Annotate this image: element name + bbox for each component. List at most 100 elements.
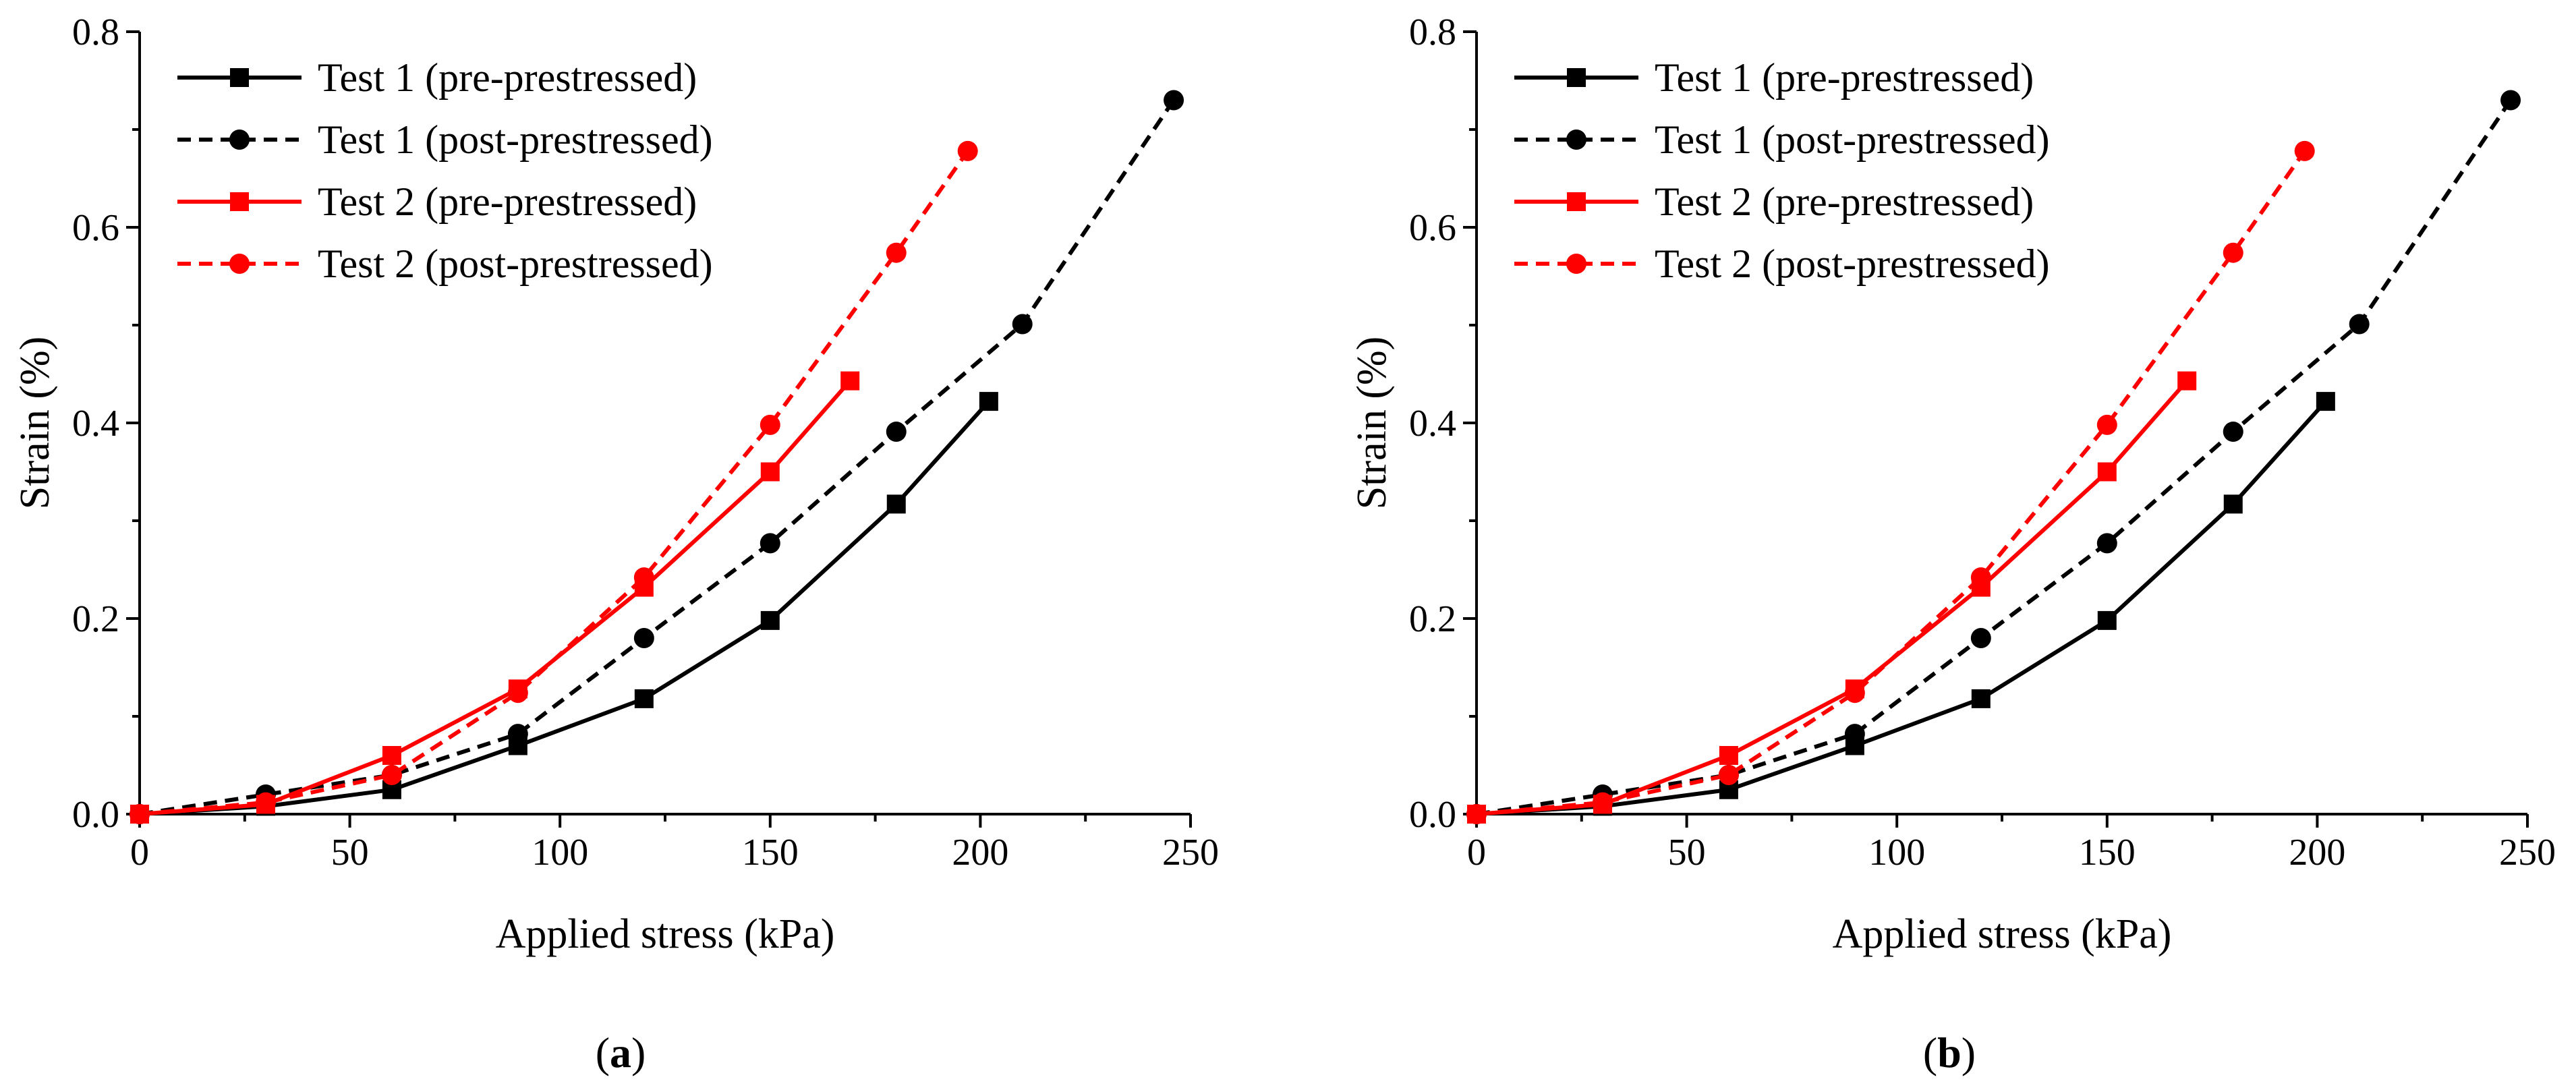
panel-a-series-1-line [139, 400, 991, 816]
panel-a-series-1-point [760, 610, 780, 630]
panel-a-x-tick-label: 0 [130, 832, 149, 873]
panel-a-series-2-point [507, 724, 528, 745]
panel-b-series-4-point [2223, 242, 2243, 263]
panel-b-series-2-point [1970, 628, 1991, 648]
panel-a-series-2-point [1012, 314, 1033, 335]
panel-b-x-tick-label: 250 [2499, 832, 2556, 873]
panel-a-series-1-point [634, 689, 654, 708]
panel-a-series-1 [130, 392, 998, 824]
panel-a-x-tick-label: 150 [742, 832, 799, 873]
panel-b-series-1-point [2316, 392, 2335, 411]
panel-a-y-tick-label: 0.4 [72, 403, 119, 444]
panel-a-legend-marker-1 [230, 68, 249, 87]
panel-b-legend-label-3: Test 2 (pre-prestressed) [1655, 179, 2034, 224]
panel-b-series-1-point [2223, 494, 2243, 514]
panel-b-x-tick-label: 200 [2289, 832, 2345, 873]
panel-b-legend: Test 1 (pre-prestressed) Test 1 (post-pre… [1514, 55, 2050, 286]
panel-a-series-4-point [255, 792, 276, 813]
panel-a-series-4-point [957, 140, 978, 161]
panel-b-series-1-point [1971, 689, 1991, 708]
panel-b-series-4-point [1844, 683, 1865, 704]
panel-b-x-tick-label: 150 [2079, 832, 2136, 873]
panel-b-series-1-line [1476, 400, 2328, 816]
panel-a-legend-label-4: Test 2 (post-prestressed) [318, 241, 713, 286]
panel-a-series-2-point [1164, 90, 1184, 111]
panel-b-legend-label-1: Test 1 (pre-prestressed) [1655, 55, 2034, 100]
panel-a-series-1-point [979, 392, 998, 411]
panel-b-series-2-point [1844, 724, 1865, 745]
panel-a-series-3-point [382, 746, 401, 765]
panel-b-y-tick-label: 0.8 [1409, 11, 1456, 53]
panel-b-panel-label: (b) [1923, 1029, 1976, 1077]
panel-a-x-tick-label: 50 [331, 832, 369, 873]
panel-a-y-tick-label: 0.2 [72, 598, 119, 640]
panel-a-series-4-point [507, 683, 528, 704]
panel-b-legend-label-4: Test 2 (post-prestressed) [1655, 241, 2050, 286]
panel-b-series-4-point [1592, 792, 1613, 813]
panel-a-series-4-line [139, 150, 970, 816]
panel-b-x-axis-title: Applied stress (kPa) [1833, 911, 2172, 957]
panel-a-legend-marker-4 [229, 254, 250, 274]
panel-a-y-tick-label: 0.0 [72, 794, 119, 836]
panel-b-series-2-point [2349, 314, 2370, 335]
panel-a-series-3-line [139, 379, 852, 816]
panel-b-y-axis-title: Strain (%) [1349, 337, 1395, 510]
panel-b-series-1 [1467, 392, 2335, 824]
panel-a-series-4-point [381, 765, 402, 785]
panel-b-legend-label-2: Test 1 (post-prestressed) [1655, 117, 2050, 162]
panel-a-legend-marker-3 [230, 192, 249, 211]
panel-b-series-4-point [2096, 414, 2117, 435]
panel-b-series-4-point [1970, 567, 1991, 588]
panel-b-x-tick-label: 0 [1467, 832, 1486, 873]
panel-b-x-tick-label: 50 [1668, 832, 1706, 873]
panel-a-series-1-point [886, 494, 906, 514]
panel-b-series-3-point [2177, 371, 2197, 391]
panel-b-chart: 0 50 100 150 200 250 0.0 0.2 0.4 0.6 0.8 Applied st… [1349, 11, 2556, 1077]
panel-a-legend-label-2: Test 1 (post-prestressed) [318, 117, 713, 162]
panel-a-x-axis-title: Applied stress (kPa) [496, 911, 835, 957]
panel-b-legend-marker-2 [1566, 130, 1586, 150]
panel-b-series-3-line [1476, 379, 2189, 816]
panel-a-x-tick-label: 250 [1162, 832, 1219, 873]
panel-b-series-4-point [1718, 765, 1739, 785]
panel-a-legend-label-3: Test 2 (pre-prestressed) [318, 179, 697, 224]
panel-a-series-2-point [633, 628, 654, 648]
panel-b-y-tick-label: 0.4 [1409, 403, 1456, 444]
panel-b-series-3-point [2097, 462, 2117, 482]
panel-a-y-tick-label: 0.8 [72, 11, 119, 53]
panel-b-y-tick-label: 0.6 [1409, 207, 1456, 249]
panel-a-series-4-point [760, 414, 780, 435]
panel-b-legend-marker-4 [1566, 254, 1586, 274]
panel-b-legend-marker-1 [1567, 68, 1586, 87]
panel-b-y-tick-label: 0.2 [1409, 598, 1456, 640]
panel-a-legend-marker-2 [229, 130, 250, 150]
panel-a-series-4-point [886, 242, 907, 263]
panel-b-y-tick-label: 0.0 [1409, 794, 1456, 836]
panel-a-panel-label: (a) [596, 1029, 646, 1077]
panel-a-y-tick-label: 0.6 [72, 207, 119, 249]
panel-b-legend-marker-3 [1567, 192, 1586, 211]
panel-b-series-4-point [2294, 140, 2315, 161]
panel-a-series-3-point [760, 462, 780, 482]
panel-b-series-2-point [2223, 422, 2243, 442]
panel-b-x-tick-label: 100 [1868, 832, 1925, 873]
panel-b-series-4 [1466, 140, 2315, 824]
panel-a-series-2-point [886, 422, 907, 442]
panel-b-series-2-point [2096, 533, 2117, 554]
panel-b-series-2-point [2500, 90, 2521, 111]
panel-b-series-1-point [2097, 610, 2117, 630]
panel-a-series-4 [130, 140, 978, 824]
panel-a-y-axis-title: Strain (%) [12, 337, 58, 510]
panel-b-series-4-line [1476, 150, 2307, 816]
panel-a-x-tick-label: 200 [952, 832, 1008, 873]
panel-a-legend: Test 1 (pre-prestressed) Test 1 (post-pre… [177, 55, 713, 286]
panel-b-series-3-point [1719, 746, 1738, 765]
panel-a-legend-label-1: Test 1 (pre-prestressed) [318, 55, 697, 100]
panel-a-series-3-point [840, 371, 860, 391]
panel-a-series-2-point [760, 533, 780, 554]
panel-a-series-4-point [633, 567, 654, 588]
panel-b-series-4-point [1466, 804, 1487, 824]
panel-a-chart: 0 50 100 150 200 250 0.0 0.2 0.4 0.6 0.8 Applied st… [12, 11, 1219, 1077]
panel-a-x-tick-label: 100 [532, 832, 588, 873]
